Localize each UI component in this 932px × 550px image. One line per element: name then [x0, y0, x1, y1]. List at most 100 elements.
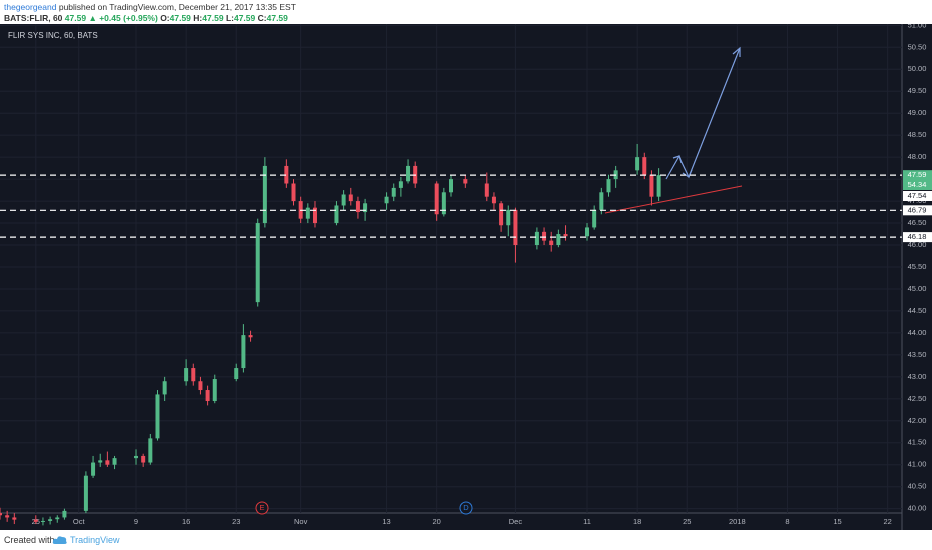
candle-body	[184, 368, 189, 382]
candle-body	[585, 227, 590, 237]
candle-body	[212, 379, 217, 402]
candle-body	[642, 157, 647, 175]
ohlc-value: 47.59	[233, 13, 256, 23]
candle-body	[363, 203, 368, 213]
y-tick-label: 43.50	[908, 350, 927, 359]
candle-body	[449, 179, 453, 193]
last: 47.59	[64, 13, 87, 23]
ohlc-key: O:	[160, 13, 170, 23]
candle-body	[148, 438, 153, 463]
candle-body	[656, 175, 661, 197]
candle-body	[40, 520, 45, 522]
tag-label: 54.34	[908, 180, 927, 189]
x-tick-label: 13	[382, 517, 390, 526]
x-tick-label: 16	[182, 517, 190, 526]
y-tick-label: 50.00	[908, 64, 927, 73]
y-tick-label: 40.00	[908, 504, 927, 513]
author[interactable]: thegeorgeand	[4, 2, 57, 12]
level-label: 46.79	[908, 205, 927, 214]
candle-body	[162, 381, 167, 395]
candle-body	[599, 192, 604, 210]
y-tick-label: 51.00	[908, 24, 927, 29]
tag	[903, 180, 932, 190]
x-tick-label: 8	[785, 517, 789, 526]
x-tick-label: 11	[583, 517, 591, 526]
arrow-head	[672, 155, 682, 164]
candle-body	[592, 209, 597, 228]
candle-body	[48, 519, 53, 521]
projection-arrow	[665, 47, 741, 180]
ohlc-key: H:	[193, 13, 203, 23]
candle-body	[105, 460, 110, 465]
candle-body	[341, 194, 346, 206]
y-tick-label: 44.00	[908, 328, 927, 337]
y-tick-label: 41.00	[908, 460, 927, 469]
candle-body	[112, 458, 117, 465]
candle-body	[241, 335, 246, 369]
symbol: BATS:FLIR, 60	[4, 13, 63, 23]
x-tick-label: Oct	[73, 517, 86, 526]
candle-body	[0, 513, 2, 516]
candle-body	[234, 368, 239, 380]
candle-body	[198, 381, 203, 391]
y-tick-label: 49.50	[908, 86, 927, 95]
candle-body	[291, 183, 296, 202]
footer-text: Created with	[4, 535, 55, 545]
level-tag	[903, 170, 932, 181]
x-tick-label: 2018	[729, 517, 746, 526]
candle-body	[463, 179, 468, 184]
candle-body	[334, 205, 339, 224]
y-tick-label: 43.00	[908, 372, 927, 381]
arrow-head	[682, 169, 693, 178]
y-tick-label: 46.00	[908, 240, 927, 249]
event-label: D	[463, 503, 469, 512]
candle-body	[563, 234, 568, 237]
candle-body	[255, 223, 260, 303]
ohlc-key: C:	[257, 13, 267, 23]
candle-body	[384, 196, 389, 204]
candle-body	[649, 174, 654, 197]
candle-body	[635, 157, 640, 171]
candle-body	[398, 181, 403, 188]
candle-body	[12, 517, 17, 520]
candle-body	[155, 394, 160, 439]
x-tick-label: 18	[633, 517, 641, 526]
y-tick-label: 45.00	[908, 284, 927, 293]
chart: 40.00 40.50 41.00 41.50 42.00 42.50 43.00 43.50…	[0, 24, 932, 530]
candle-body	[141, 455, 146, 463]
chart-title: FLIR SYS INC, 60, BATS	[8, 31, 98, 40]
tag-label: 47.54	[908, 191, 927, 200]
level-label: 47.59	[908, 170, 927, 179]
event-dividend[interactable]	[459, 501, 473, 515]
y-tick-label: 49.00	[908, 108, 927, 117]
x-tick-label: Nov	[294, 517, 308, 526]
candle-body	[434, 183, 439, 215]
background	[0, 24, 932, 530]
candle-body	[355, 201, 360, 213]
y-tick-label: 46.50	[908, 218, 927, 227]
event-label: E	[259, 503, 264, 512]
overlay: E D FLIR SYS INC, 60, BATS 54.34 47.54 4…	[0, 31, 932, 515]
x-tick-label: Dec	[509, 517, 523, 526]
candle-body	[91, 462, 96, 476]
candle-body	[98, 460, 103, 463]
arrow-head	[732, 46, 741, 57]
candle-body	[499, 203, 504, 226]
level-label: 46.18	[908, 232, 927, 241]
candle-body	[284, 165, 289, 184]
trend-line	[604, 185, 743, 214]
published: published on TradingView.com, December 2…	[58, 2, 296, 12]
level-tag	[903, 232, 932, 243]
candle-body	[549, 240, 554, 246]
y-tick-label: 40.50	[908, 482, 927, 491]
y-tick-label: 50.50	[908, 42, 927, 51]
ohlc-value: 47.59	[266, 13, 288, 23]
grid: 40.00 40.50 41.00 41.50 42.00 42.50 43.00 43.50…	[0, 24, 926, 526]
event-earnings[interactable]	[255, 501, 269, 515]
change: ▲ +0.45 (+0.95%)	[88, 13, 158, 23]
candle-body	[55, 517, 60, 520]
level-tag	[903, 205, 932, 216]
candle-body	[534, 231, 539, 246]
x-tick-label: 23	[232, 517, 240, 526]
brand[interactable]: TradingView	[70, 535, 120, 545]
